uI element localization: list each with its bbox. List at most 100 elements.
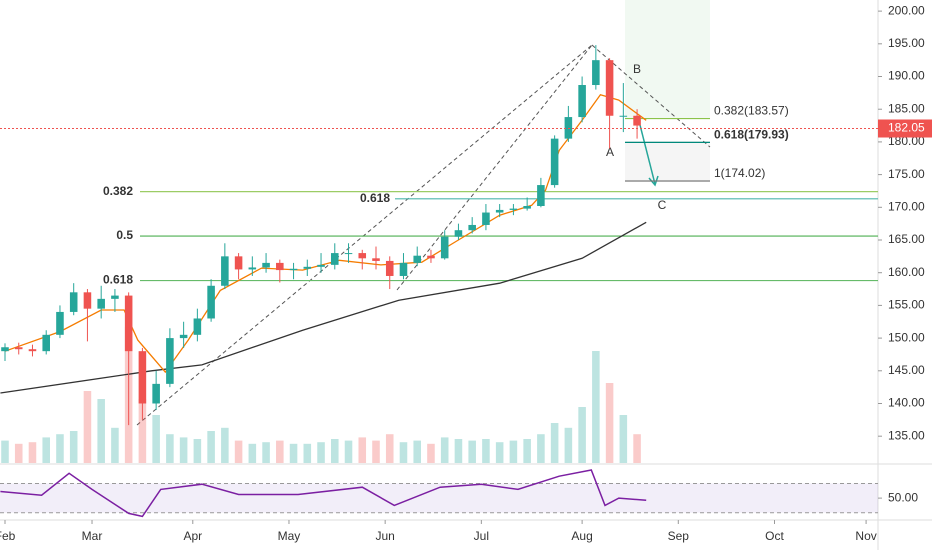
candle-body <box>523 205 531 209</box>
volume-bar <box>605 383 614 463</box>
arrow-head <box>648 175 659 187</box>
volume-bar <box>495 442 504 463</box>
y-tick-label: 135.00 <box>888 428 925 442</box>
volume-bar <box>69 431 78 463</box>
candle-body <box>330 253 339 265</box>
candle-body <box>124 295 133 352</box>
candle-body <box>344 253 353 255</box>
candle-body <box>358 253 367 259</box>
volume-bar <box>83 391 92 463</box>
candle-body <box>56 311 64 335</box>
volume-bar <box>413 440 421 463</box>
volume-bar <box>234 440 243 463</box>
volume-bar <box>28 442 37 463</box>
candle-body <box>385 260 394 276</box>
candle-body <box>193 318 202 335</box>
volume-bar <box>193 439 202 463</box>
wave-line <box>136 44 593 426</box>
candle-body <box>111 295 119 299</box>
volume-bar <box>385 434 394 463</box>
x-tick-label: May <box>278 529 301 543</box>
volume-bar <box>454 439 463 463</box>
wave-label: B <box>633 62 641 76</box>
candle-body <box>28 349 37 352</box>
volume-bar <box>97 399 105 463</box>
candle-body <box>289 268 298 271</box>
candle-body <box>482 212 490 225</box>
fib-label: 0.5 <box>116 228 133 242</box>
volume-bar <box>303 443 312 463</box>
volume-bar <box>1 440 9 463</box>
volume-bar <box>537 434 545 463</box>
fib-target-label: 0.382(183.57) <box>714 104 789 118</box>
volume-bar <box>179 437 188 463</box>
volume-bar <box>262 442 270 463</box>
candle-body <box>14 347 23 350</box>
volume-bar <box>344 440 353 463</box>
candle-body <box>303 266 312 269</box>
y-tick-label: 140.00 <box>888 396 925 410</box>
volume-bar <box>138 399 147 463</box>
volume-bar <box>358 437 367 463</box>
y-tick-label: 150.00 <box>888 330 925 344</box>
volume-bar <box>399 442 408 463</box>
volume-bar <box>42 437 50 463</box>
target-zone <box>625 0 710 118</box>
candle-body <box>592 60 600 86</box>
candle-body <box>83 292 92 309</box>
volume-bar <box>207 431 215 463</box>
volume-bar <box>509 440 518 463</box>
volume-bar <box>578 407 586 463</box>
candle-body <box>317 264 325 267</box>
ma20-line <box>4 94 647 374</box>
y-tick-label: 175.00 <box>888 167 925 181</box>
y-tick-label: 185.00 <box>888 101 925 115</box>
candle-body <box>495 209 504 213</box>
volume-bar <box>248 443 257 463</box>
candle-body <box>550 138 559 186</box>
volume-bar <box>482 439 490 463</box>
wave-label: C <box>658 198 667 212</box>
volume-bar <box>619 415 628 463</box>
candle-body <box>1 347 9 352</box>
x-tick-label: Mar <box>82 529 103 543</box>
last-price-label: 182.05 <box>888 121 925 135</box>
candle-body <box>152 383 160 404</box>
last-price-box <box>878 119 932 138</box>
candle-body <box>372 258 380 261</box>
candle-body <box>509 208 518 210</box>
candle-body <box>42 334 50 352</box>
candle-body <box>138 351 147 404</box>
candle-body <box>166 338 174 384</box>
volume-bar <box>152 415 160 463</box>
projection-arrow <box>639 124 656 185</box>
candle-body <box>221 256 229 286</box>
volume-bar <box>550 423 559 463</box>
volume-bar <box>330 439 339 463</box>
x-tick-label: Aug <box>571 529 592 543</box>
x-tick-label: Nov <box>855 529 876 543</box>
y-tick-label: 155.00 <box>888 298 925 312</box>
candle-body <box>207 285 215 319</box>
candle-body <box>427 255 435 259</box>
volume-bar <box>372 440 380 463</box>
volume-bar <box>111 427 119 463</box>
volume-bar <box>523 439 531 463</box>
candle-body <box>454 230 463 237</box>
y-tick-label: 195.00 <box>888 36 925 50</box>
wave-line <box>396 44 593 291</box>
candle-body <box>234 256 243 270</box>
volume-bar <box>317 442 325 463</box>
candle-body <box>440 236 449 259</box>
candle-body <box>248 267 257 270</box>
rsi-line <box>0 469 647 518</box>
target-zone <box>625 141 710 180</box>
x-tick-label: Oct <box>765 529 784 543</box>
volume-bar <box>221 427 229 463</box>
candle-body <box>413 255 421 263</box>
volume-bar <box>440 437 449 463</box>
y-tick-label: 170.00 <box>888 199 925 213</box>
fib-label: 0.618 <box>103 273 133 287</box>
volume-bar <box>427 443 435 463</box>
